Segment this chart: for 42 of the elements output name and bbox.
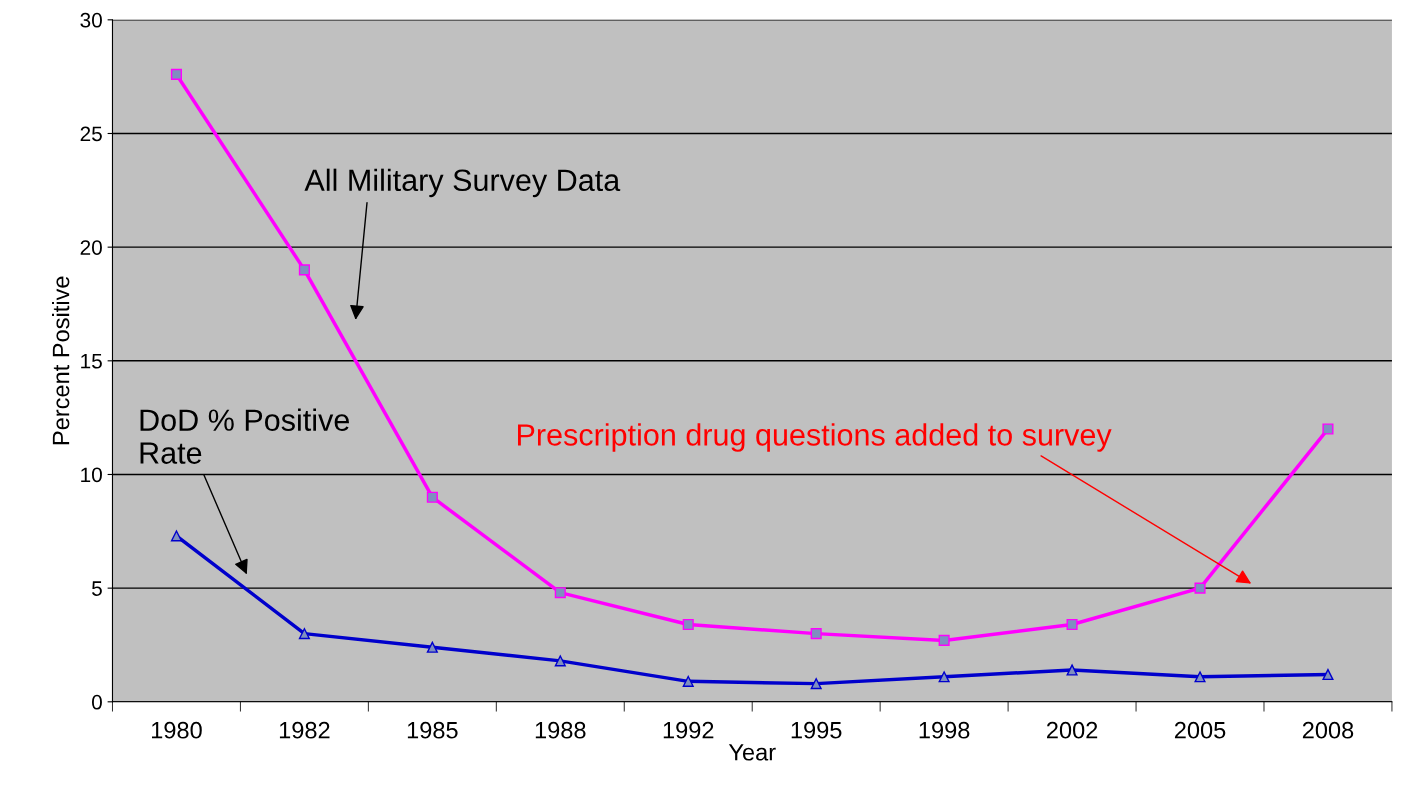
point	[810, 678, 822, 690]
y-tick-label: 0	[91, 694, 102, 710]
point	[938, 634, 950, 646]
y-tick-label: 5	[92, 581, 102, 596]
y-tick-label: 10	[81, 467, 102, 483]
point	[1322, 423, 1334, 435]
y-tick-label: 25	[80, 126, 102, 142]
point	[1194, 671, 1206, 683]
point	[426, 641, 438, 653]
annotation: DoD % Positive Rate	[140, 408, 349, 464]
x-tick-label: 1998	[919, 721, 970, 739]
y-tick-label: 15	[81, 354, 102, 369]
point	[298, 264, 310, 276]
point	[1194, 582, 1206, 594]
point	[682, 675, 694, 687]
point	[1066, 618, 1078, 631]
y-tick-label: 20	[80, 240, 102, 255]
x-tick-label: 2008	[1302, 721, 1354, 739]
x-axis-title: Year	[728, 744, 776, 761]
y-axis-title: Percent Positive	[52, 276, 70, 445]
point	[298, 628, 310, 640]
x-tick-label: 2005	[1174, 721, 1226, 739]
x-tick-label: 1980	[151, 721, 202, 739]
point	[554, 587, 566, 599]
point	[938, 671, 950, 683]
point	[170, 68, 183, 80]
point	[1066, 664, 1078, 676]
x-tick-label: 1995	[791, 721, 842, 739]
x-tick-label: 1992	[663, 721, 714, 739]
point	[810, 628, 822, 640]
point	[682, 618, 694, 631]
point	[1322, 668, 1334, 681]
x-tick-label: 1985	[407, 721, 458, 739]
point	[426, 491, 438, 503]
point	[554, 655, 566, 667]
annotation: All Military Survey Data	[304, 168, 621, 198]
x-tick-label: 1988	[535, 721, 586, 739]
x-tick-label: 1982	[279, 721, 330, 739]
x-tick-label: 2002	[1047, 721, 1098, 739]
annotation: Prescription drug questions added to survey	[518, 423, 1112, 452]
point	[170, 530, 183, 542]
y-tick-label: 30	[80, 12, 102, 28]
